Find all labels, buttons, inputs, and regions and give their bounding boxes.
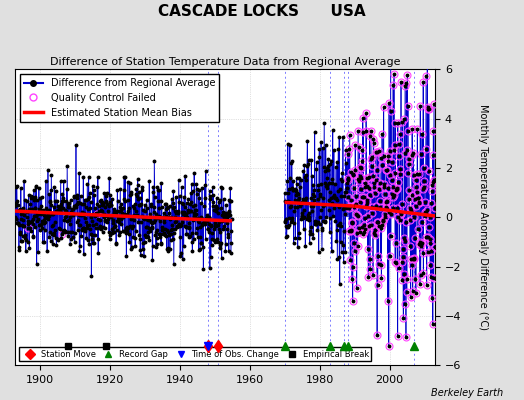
Legend: Station Move, Record Gap, Time of Obs. Change, Empirical Break: Station Move, Record Gap, Time of Obs. C… [19,347,372,361]
Text: Berkeley Earth: Berkeley Earth [431,388,503,398]
Y-axis label: Monthly Temperature Anomaly Difference (°C): Monthly Temperature Anomaly Difference (… [478,104,488,330]
Title: Difference of Station Temperature Data from Regional Average: Difference of Station Temperature Data f… [50,57,400,67]
Text: CASCADE LOCKS      USA: CASCADE LOCKS USA [158,4,366,19]
